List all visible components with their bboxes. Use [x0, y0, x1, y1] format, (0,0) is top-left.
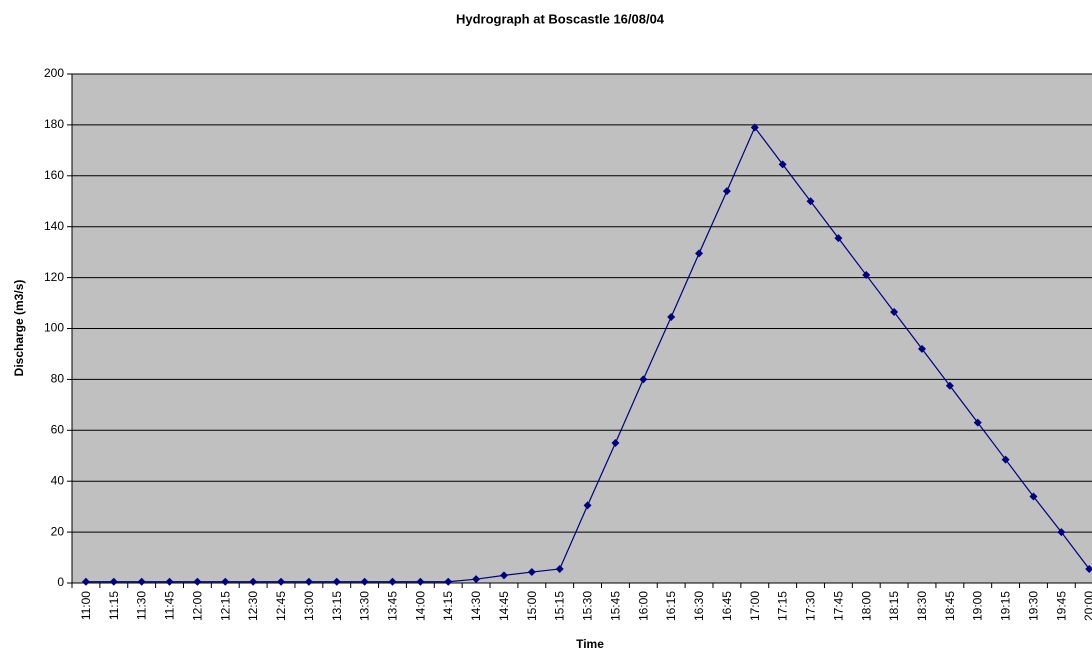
x-tick-label: 12:00	[190, 591, 204, 621]
x-tick-label: 16:30	[692, 591, 706, 621]
data-point	[249, 577, 258, 586]
x-tick-label: 11:15	[107, 591, 121, 620]
data-point	[862, 271, 871, 280]
data-point	[193, 577, 202, 586]
data-point	[778, 160, 787, 169]
x-tick-label: 14:00	[413, 591, 427, 621]
x-tick-label: 20:00	[1082, 591, 1092, 621]
y-tick-label: 180	[44, 117, 64, 131]
data-point	[360, 577, 369, 586]
x-tick-label: 17:45	[831, 591, 845, 621]
data-point	[667, 313, 676, 322]
x-tick-label: 13:30	[358, 591, 372, 621]
y-tick-label: 0	[57, 575, 64, 589]
x-tick-label: 18:30	[915, 591, 929, 621]
data-point	[499, 571, 508, 580]
x-tick-label: 19:45	[1054, 591, 1068, 621]
chart-title: Hydrograph at Boscastle 16/08/04	[456, 11, 665, 26]
x-tick-label: 16:15	[664, 591, 678, 621]
x-tick-label: 11:30	[135, 591, 149, 620]
data-point	[304, 577, 313, 586]
x-tick-label: 14:30	[469, 591, 483, 621]
data-point	[137, 577, 146, 586]
data-point	[890, 307, 899, 316]
x-tick-label: 13:45	[385, 591, 399, 621]
x-tick-label: 17:30	[804, 591, 818, 621]
x-tick-label: 14:15	[441, 591, 455, 621]
y-tick-label: 100	[44, 321, 64, 335]
y-axis-title: Discharge (m3/s)	[12, 280, 26, 377]
y-tick-label: 200	[44, 66, 64, 80]
data-point	[165, 577, 174, 586]
data-point	[834, 234, 843, 243]
x-tick-label: 16:00	[636, 591, 650, 621]
x-tick-label: 12:45	[274, 591, 288, 621]
x-tick-label: 17:15	[776, 591, 790, 621]
x-tick-label: 16:45	[720, 591, 734, 621]
data-point	[416, 577, 425, 586]
data-point	[945, 381, 954, 390]
data-point	[918, 344, 926, 353]
data-point	[472, 575, 481, 584]
y-tick-label: 120	[44, 270, 64, 284]
y-tick-label: 160	[44, 168, 64, 182]
x-tick-label: 13:15	[330, 591, 344, 621]
data-point	[806, 197, 815, 206]
x-tick-label: 15:30	[581, 591, 595, 621]
data-point	[1085, 565, 1092, 574]
x-tick-label: 14:45	[497, 591, 511, 621]
data-point	[109, 577, 118, 586]
data-point	[750, 123, 759, 132]
y-tick-label: 40	[51, 473, 65, 487]
y-tick-label: 60	[51, 422, 65, 436]
x-axis-title: Time	[576, 637, 604, 651]
x-tick-label: 12:30	[246, 591, 260, 621]
data-point	[388, 577, 397, 586]
x-tick-label: 15:45	[608, 591, 622, 621]
data-point	[722, 187, 731, 196]
data-point	[611, 439, 620, 448]
x-tick-label: 13:00	[302, 591, 316, 621]
x-tick-label: 17:00	[748, 591, 762, 621]
data-point	[583, 501, 592, 510]
data-point	[527, 568, 536, 577]
x-tick-label: 19:15	[999, 591, 1013, 621]
y-tick-label: 80	[51, 372, 65, 386]
x-tick-label: 19:30	[1026, 591, 1040, 621]
y-tick-label: 140	[44, 219, 64, 233]
x-tick-label: 11:45	[163, 591, 177, 620]
x-tick-label: 11:00	[79, 591, 93, 620]
data-point	[695, 249, 704, 258]
data-point	[555, 565, 564, 574]
data-point	[1029, 492, 1038, 501]
data-point	[973, 418, 982, 427]
y-tick-label: 20	[51, 524, 65, 538]
data-point	[639, 375, 648, 384]
data-point	[81, 577, 90, 586]
data-point	[1057, 528, 1066, 537]
x-tick-label: 15:15	[553, 591, 567, 621]
x-tick-label: 12:15	[218, 591, 232, 621]
data-point	[1001, 455, 1010, 464]
data-point	[277, 577, 286, 586]
x-tick-label: 18:45	[943, 591, 957, 621]
data-point	[332, 577, 341, 586]
x-tick-label: 18:15	[887, 591, 901, 621]
x-tick-label: 19:00	[971, 591, 985, 621]
x-tick-label: 15:00	[525, 591, 539, 621]
data-point	[444, 577, 453, 586]
x-tick-label: 18:00	[859, 591, 873, 621]
data-point	[221, 577, 230, 586]
